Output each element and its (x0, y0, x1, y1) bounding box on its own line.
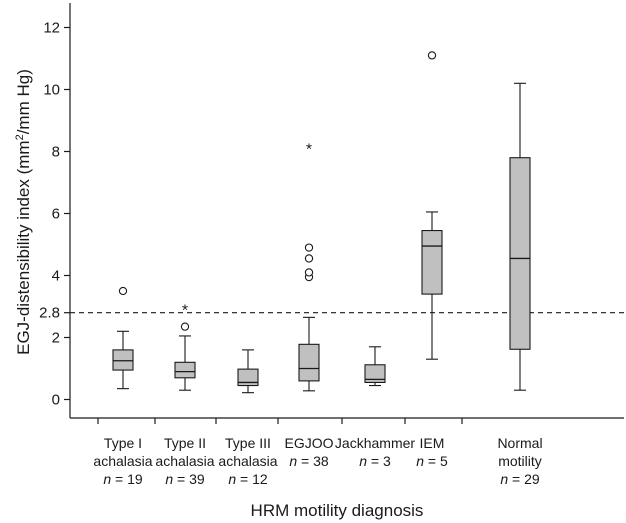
y-tick-label: 2 (52, 330, 60, 347)
n-value: = 5 (424, 453, 448, 469)
y-tick-label: 6 (52, 206, 60, 223)
n-symbol: n (228, 471, 236, 487)
n-symbol: n (500, 471, 508, 487)
y-tick-label: 12 (43, 20, 60, 37)
category-label: IEM (420, 435, 445, 451)
y-tick-label: 10 (43, 82, 60, 99)
y-axis-title: EGJ-distensibility index (mm2/mm Hg) (14, 69, 33, 355)
category-n-label: n = 19 (103, 471, 143, 487)
box-group (509, 82, 531, 391)
outlier-circle (118, 286, 128, 296)
outlier-star: * (306, 141, 312, 158)
iqr-box (237, 368, 259, 387)
category-label: EGJOO (284, 435, 333, 451)
y-tick-label: 8 (52, 144, 60, 161)
category-label: achalasia (218, 453, 277, 469)
category-n-label: n = 5 (416, 453, 448, 469)
outlier-circle (304, 268, 314, 277)
y-tick-label: 4 (52, 268, 60, 285)
n-symbol: n (416, 453, 424, 469)
outlier-circle (304, 254, 314, 263)
n-value: = 3 (367, 453, 391, 469)
n-symbol: n (165, 471, 173, 487)
category-n-label: n = 12 (228, 471, 268, 487)
y-axis-title-tail: /mm Hg) (14, 69, 33, 134)
outlier-circle (180, 322, 190, 331)
outlier-circle (427, 51, 437, 60)
category-label: motility (498, 453, 542, 469)
n-value: = 12 (236, 471, 268, 487)
category-label: Type II (164, 435, 206, 451)
iqr-box (421, 230, 443, 295)
category-label: achalasia (93, 453, 152, 469)
category-label: Normal (497, 435, 542, 451)
plot-frame (69, 3, 624, 419)
category-label: Jackhammer (335, 435, 415, 451)
n-value: = 19 (111, 471, 143, 487)
category-label: achalasia (155, 453, 214, 469)
box-group (421, 51, 443, 360)
box-group (364, 346, 386, 387)
box-group (112, 286, 134, 390)
category-n-label: n = 38 (289, 453, 329, 469)
iqr-box (174, 361, 196, 379)
y-axis-title-main: EGJ-distensibility index (mm (14, 140, 33, 354)
n-value: = 39 (173, 471, 205, 487)
box-group: * (298, 141, 320, 392)
category-n-label: n = 3 (359, 453, 391, 469)
n-symbol: n (359, 453, 367, 469)
x-axis-title: HRM motility diagnosis (251, 501, 424, 520)
outlier-star: * (182, 303, 188, 320)
n-value: = 38 (297, 453, 329, 469)
iqr-box (364, 364, 386, 383)
n-value: = 29 (508, 471, 540, 487)
boxes-layer: ** (112, 51, 531, 394)
iqr-box (298, 343, 320, 382)
category-n-label: n = 29 (500, 471, 540, 487)
y-tick-label: 2.8 (39, 305, 60, 322)
x-axis-ticks (97, 418, 463, 424)
box-group: * (174, 303, 196, 391)
n-symbol: n (103, 471, 111, 487)
y-axis-ticks: 0 2 2.8 4 6 8 10 12 (39, 20, 70, 409)
category-label: Type III (225, 435, 271, 451)
iqr-box (509, 157, 531, 350)
iqr-box (112, 349, 134, 371)
category-labels: Type I achalasia n = 19 Type II achalasia n =… (93, 435, 542, 487)
y-axis-title-sup: 2 (14, 134, 26, 140)
category-n-label: n = 39 (165, 471, 205, 487)
category-label: Type I (104, 435, 142, 451)
box-group (237, 349, 259, 394)
y-tick-label: 0 (52, 392, 60, 409)
n-symbol: n (289, 453, 297, 469)
outlier-circle (304, 243, 314, 252)
